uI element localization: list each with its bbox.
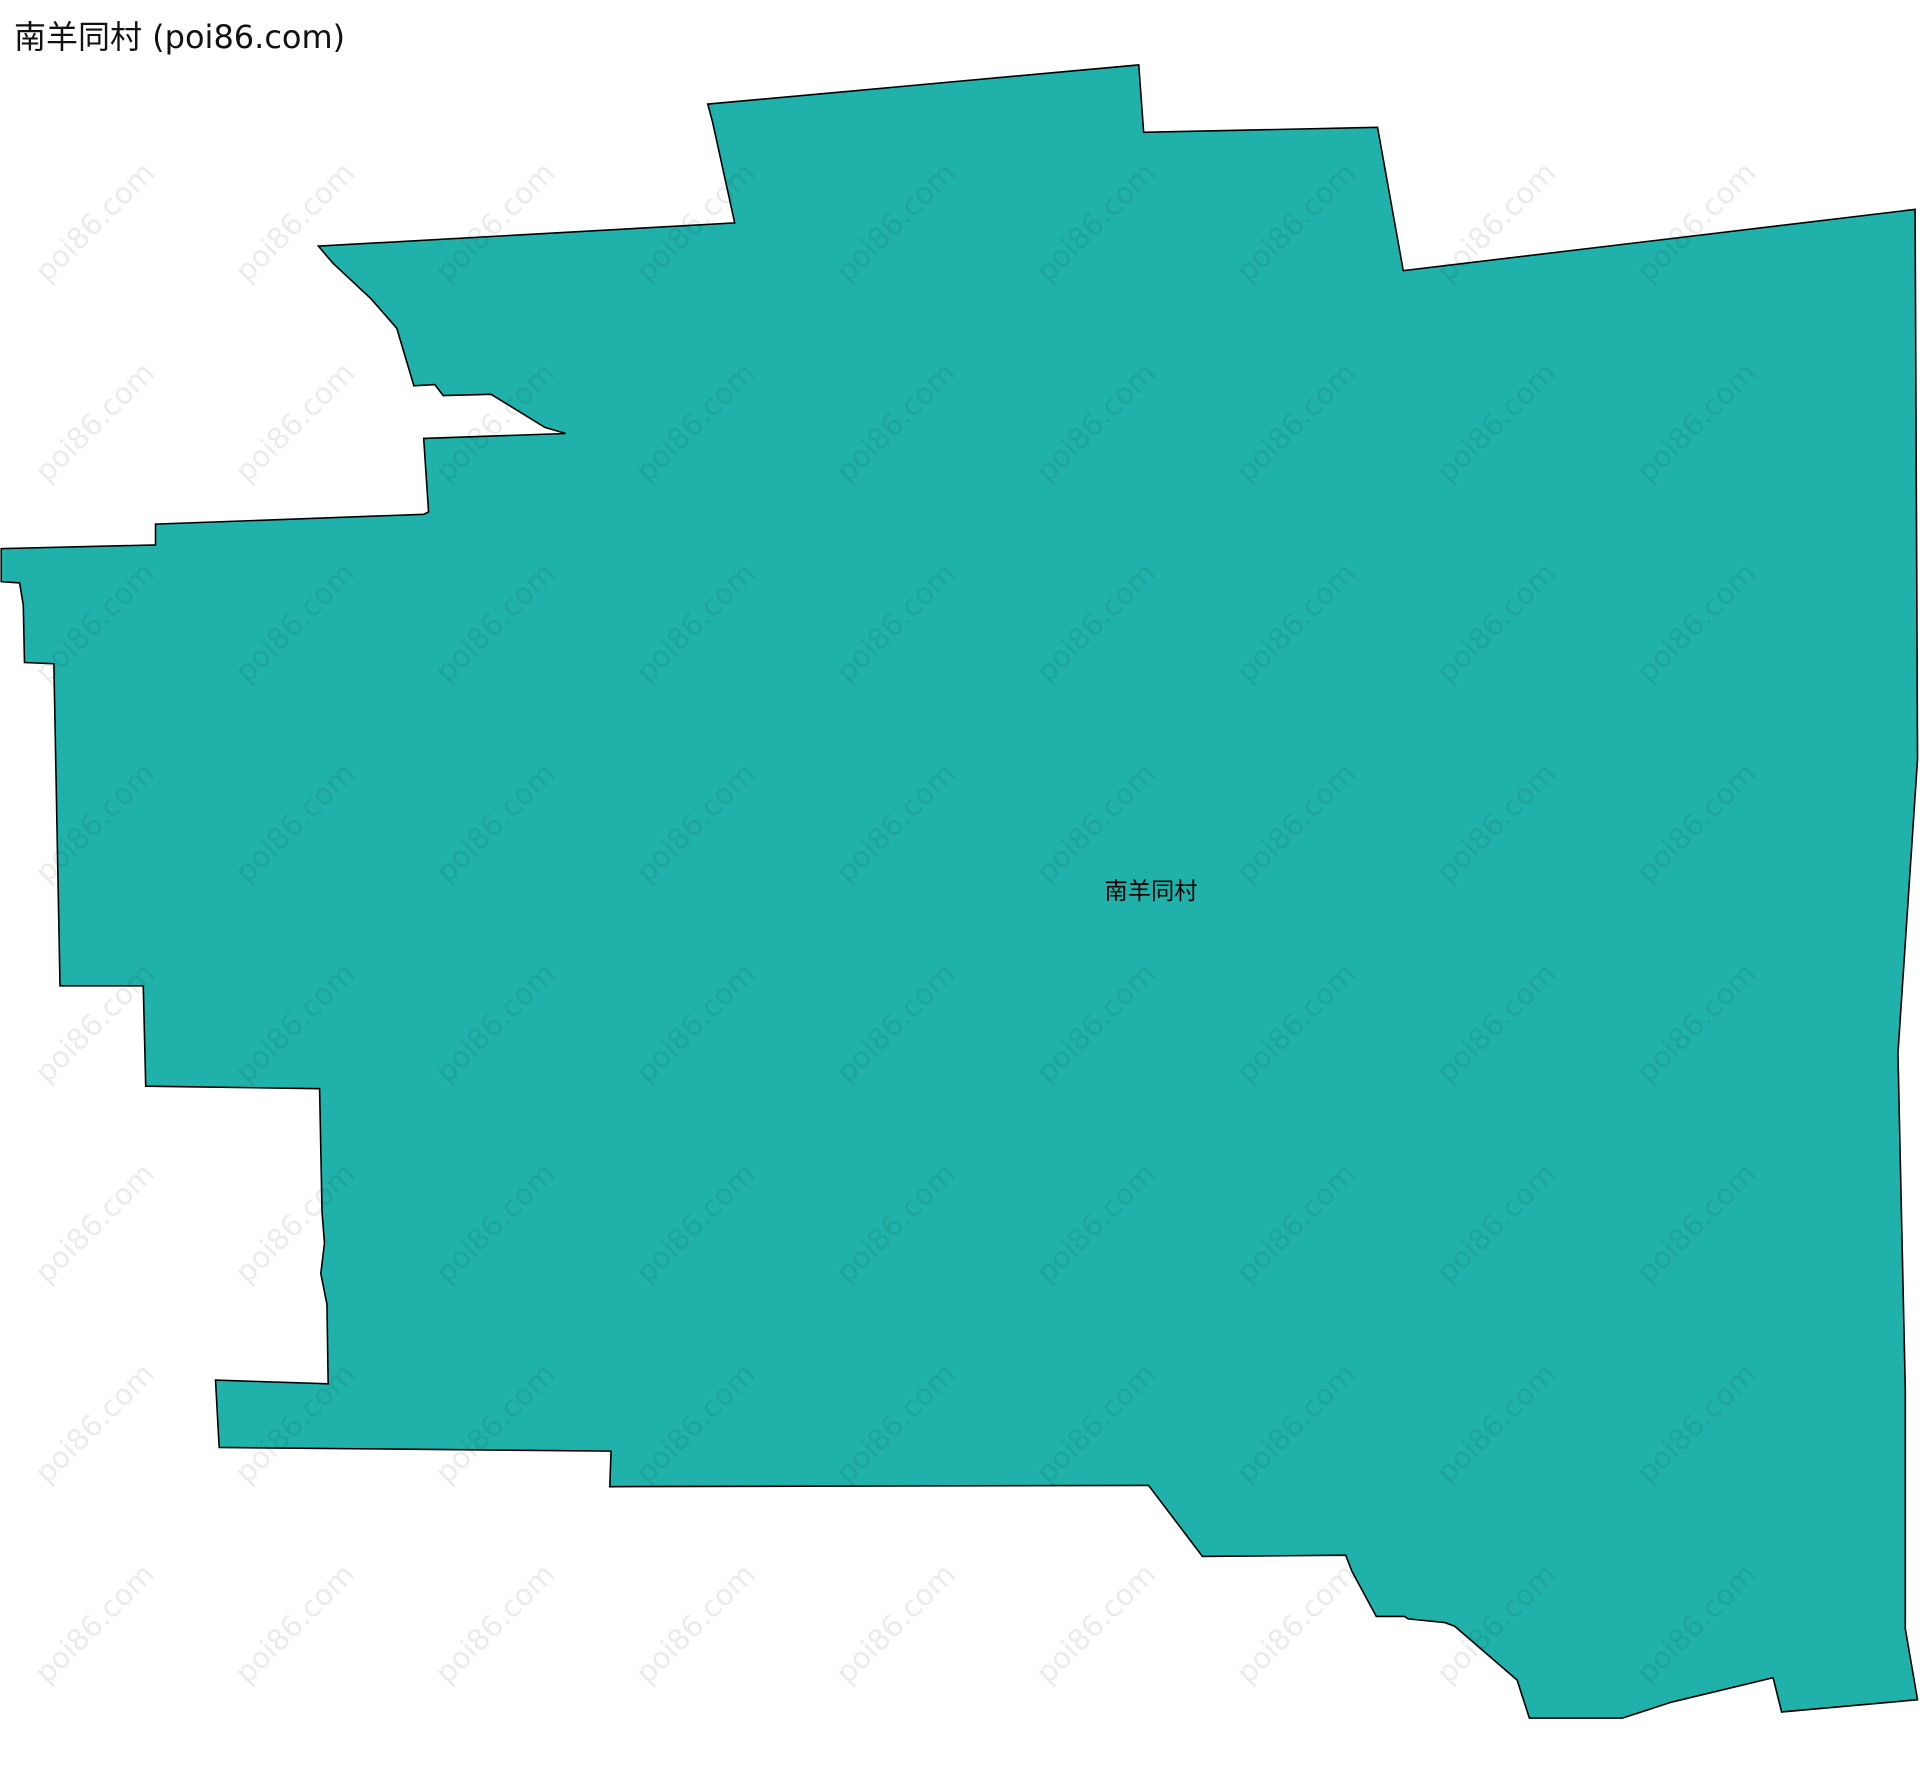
village-boundary[interactable] (0, 64, 1919, 1719)
village-label: 南羊同村 (1105, 878, 1198, 905)
watermark-text: poi86.com (228, 1557, 361, 1690)
watermark-text: poi86.com (28, 155, 161, 288)
watermark-text: poi86.com (629, 1557, 762, 1690)
watermark-text: poi86.com (28, 356, 161, 489)
page-title: 南羊同村 (poi86.com) (14, 18, 346, 56)
watermark-text: poi86.com (28, 1557, 161, 1690)
watermark-text: poi86.com (428, 1557, 561, 1690)
watermark-text: poi86.com (1029, 1557, 1162, 1690)
watermark-text: poi86.com (28, 1156, 161, 1289)
watermark-text: poi86.com (1229, 1557, 1362, 1690)
watermark-text: poi86.com (28, 1357, 161, 1490)
watermark-text: poi86.com (228, 356, 361, 489)
watermark-text: poi86.com (829, 1557, 962, 1690)
